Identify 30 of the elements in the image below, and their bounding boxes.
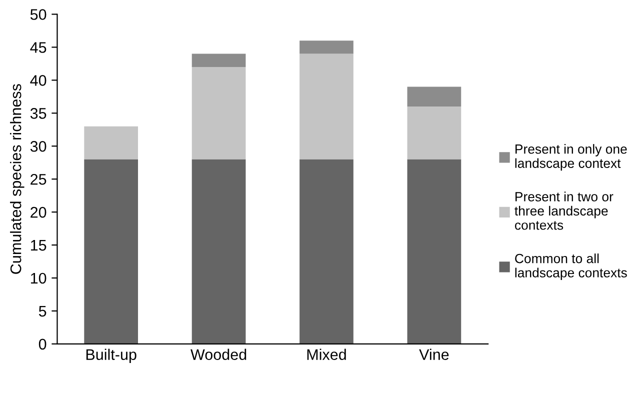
bar <box>407 159 462 344</box>
bar <box>192 66 246 160</box>
y-tick-label: 15 <box>30 240 46 251</box>
bar <box>300 40 354 54</box>
y-tick-label: 40 <box>30 75 46 86</box>
y-tick-label: 5 <box>38 306 46 317</box>
y-tick-label: 35 <box>30 108 46 119</box>
bar <box>84 159 138 344</box>
y-axis-title: Cumulated species richness <box>10 84 24 274</box>
x-tick-label: Mixed <box>307 348 346 360</box>
legend-label: Present in two or three landscape contexts <box>514 192 614 230</box>
y-tick-label: 0 <box>38 338 46 350</box>
bar <box>192 159 246 344</box>
bar <box>300 54 354 160</box>
y-tick-label: 20 <box>30 206 46 218</box>
bar <box>407 86 462 107</box>
y-tick-label: 10 <box>30 272 46 284</box>
legend-label: Present in only one landscape context <box>515 144 627 171</box>
x-tick-label: Wooded <box>190 348 246 360</box>
x-tick-label: Vine <box>419 348 449 360</box>
x-tick-label: Built-up <box>86 348 136 364</box>
y-tick-label: 25 <box>30 174 46 185</box>
y-tick-label: 45 <box>30 42 46 53</box>
bar <box>84 126 138 160</box>
y-tick-label: 30 <box>30 140 46 152</box>
bar <box>300 159 354 344</box>
legend-label: Common to all landscape contexts <box>515 254 627 280</box>
y-tick-label: 50 <box>30 9 46 20</box>
bar <box>192 54 246 67</box>
bar <box>407 106 462 160</box>
